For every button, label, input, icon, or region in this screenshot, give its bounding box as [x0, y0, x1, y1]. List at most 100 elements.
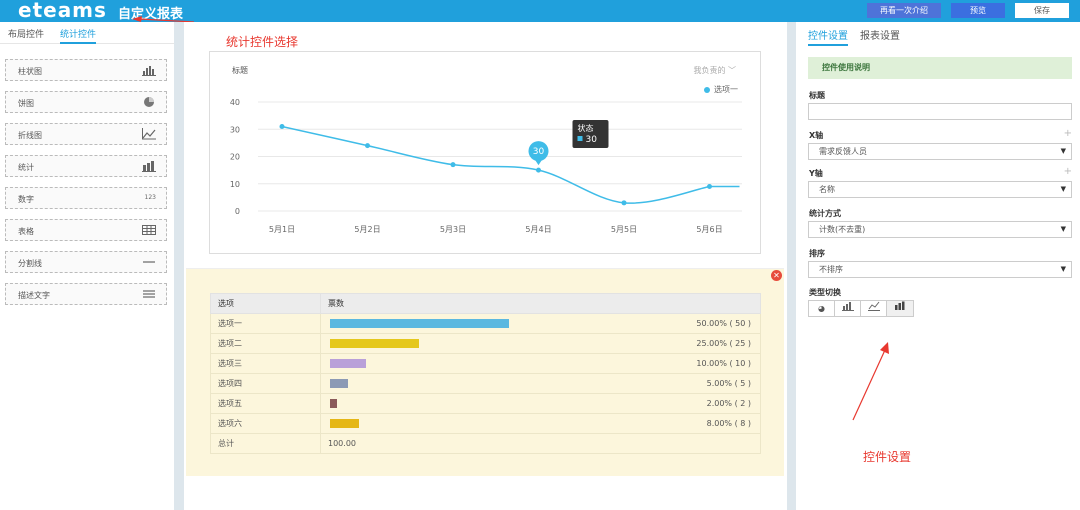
data-point[interactable]: [536, 167, 541, 173]
tab-layout-controls[interactable]: 布局控件: [8, 30, 45, 40]
line-chart-widget[interactable]: 标题 我负责的 ﹀ 选项一 0 10 20 30 40 5月1日 5月2日 5月3日 5月4日 5…: [209, 51, 761, 254]
title-input[interactable]: [808, 103, 1072, 120]
legend-dot-icon: [704, 86, 710, 93]
chart-title: 标题: [232, 66, 248, 75]
sort-select[interactable]: 不排序 ▼: [808, 261, 1072, 278]
chart-filter-dropdown[interactable]: 我负责的 ﹀: [693, 65, 736, 76]
save-button[interactable]: 保存: [1015, 3, 1069, 18]
pie-chart-icon: [142, 96, 156, 108]
usage-notice[interactable]: 控件使用说明: [808, 57, 1072, 79]
value-bubble: 30: [528, 141, 549, 166]
percent-value: 10.00%: [696, 359, 727, 368]
data-point[interactable]: [450, 162, 456, 168]
line-chart-icon[interactable]: [861, 301, 887, 316]
tab-report-settings[interactable]: 报表设置: [860, 31, 900, 42]
y-tick-label: 40: [230, 98, 240, 107]
stat-icon[interactable]: [887, 301, 913, 316]
bar-chart-icon[interactable]: [835, 301, 861, 316]
intro-button[interactable]: 再看一次介绍: [867, 3, 941, 18]
row-bar-cell: 2.00% ( 2 ): [320, 393, 761, 414]
vote-bar: [330, 379, 348, 388]
close-icon[interactable]: ✕: [771, 270, 782, 281]
right-panel: 控件设置 报表设置 控件使用说明 标题 X轴 + 需求反馈人员 ▼ Y轴 + 名称…: [796, 22, 1080, 510]
y-axis-select[interactable]: 名称 ▼: [808, 181, 1072, 198]
component-statistic[interactable]: 统计: [5, 155, 167, 177]
component-line-chart[interactable]: 折线图: [5, 123, 167, 145]
x-tick-label: 5月3日: [440, 225, 466, 234]
sort-label: 排序: [809, 249, 825, 258]
left-panel: 布局控件 统计控件 柱状图 饼图 折线图 统计 数字 123 表格 分割线: [0, 22, 174, 510]
left-gutter: [174, 22, 184, 510]
row-bar-cell: 10.00% ( 10 ): [320, 353, 761, 374]
caret-down-icon: ▼: [1060, 265, 1066, 273]
x-tick-label: 5月2日: [354, 225, 380, 234]
data-point[interactable]: [621, 200, 627, 206]
y-tick-label: 10: [230, 180, 240, 189]
row-percent: 2.00% ( 2 ): [707, 399, 751, 408]
method-select[interactable]: 计数(不去重) ▼: [808, 221, 1072, 238]
total-value: 100.00: [320, 433, 761, 454]
component-label: 折线图: [18, 131, 42, 140]
chart-filter-label: 我负责的: [693, 66, 726, 75]
row-label: 选项三: [210, 353, 321, 374]
text-icon: [142, 288, 156, 300]
component-label: 数字: [18, 195, 34, 204]
row-label: 选项二: [210, 333, 321, 354]
preview-button[interactable]: 预览: [951, 3, 1005, 18]
table-row: 选项六 8.00% ( 8 ): [210, 413, 761, 434]
method-value: 计数(不去重): [819, 225, 866, 234]
component-label: 表格: [18, 227, 34, 236]
top-bar: eteams 自定义报表 再看一次介绍 预览 保存: [0, 0, 1080, 22]
bubble-value: 30: [533, 147, 545, 157]
tab-control-settings[interactable]: 控件设置: [808, 27, 848, 46]
component-label: 柱状图: [18, 67, 42, 76]
pie-chart-icon[interactable]: ◕: [809, 301, 835, 316]
y-tick-label: 20: [230, 153, 240, 162]
component-bar-chart[interactable]: 柱状图: [5, 59, 167, 81]
component-pie-chart[interactable]: 饼图: [5, 91, 167, 113]
y-tick-label: 0: [235, 207, 240, 216]
caret-down-icon: ▼: [1060, 185, 1066, 193]
y-tick-label: 30: [230, 125, 240, 134]
arrow-annotation-left: [132, 16, 194, 23]
table-row: 选项一 50.00% ( 50 ): [210, 313, 761, 334]
count-value: ( 50 ): [729, 319, 751, 328]
data-point[interactable]: [365, 143, 370, 149]
app-title: 自定义报表: [118, 7, 184, 22]
data-point[interactable]: [707, 183, 712, 189]
row-label: 选项一: [210, 313, 321, 334]
logo: eteams: [18, 0, 107, 22]
percent-value: 5.00%: [706, 379, 733, 388]
count-value: ( 8 ): [734, 419, 751, 428]
x-tick-label: 5月6日: [696, 225, 722, 234]
add-x-axis-icon[interactable]: +: [1063, 128, 1072, 139]
row-percent: 25.00% ( 25 ): [696, 339, 751, 348]
data-point[interactable]: [279, 124, 285, 130]
vote-bar: [330, 319, 509, 328]
component-table[interactable]: 表格: [5, 219, 167, 241]
x-tick-label: 5月1日: [269, 225, 295, 234]
bar-chart-icon: [142, 64, 156, 76]
vote-bar: [330, 339, 420, 348]
right-gutter: [787, 22, 796, 510]
percent-value: 8.00%: [706, 419, 733, 428]
stat-table: 选项 票数 选项一 50.00% ( 50 ) 选项二 25.00% ( 25 ) 选项…: [210, 293, 761, 454]
row-label: 选项四: [210, 373, 321, 394]
x-axis-select[interactable]: 需求反馈人员 ▼: [808, 143, 1072, 160]
component-label: 饼图: [18, 99, 34, 108]
count-value: ( 2 ): [734, 399, 751, 408]
x-axis-value: 需求反馈人员: [819, 147, 867, 156]
component-description-text[interactable]: 描述文字: [5, 283, 167, 305]
component-divider[interactable]: 分割线: [5, 251, 167, 273]
component-number[interactable]: 数字 123: [5, 187, 167, 209]
x-axis-label: X轴: [809, 131, 824, 140]
chevron-down-icon: ﹀: [728, 66, 736, 75]
count-value: ( 10 ): [729, 359, 751, 368]
type-switch: ◕: [808, 300, 914, 317]
tooltip-title: 状态: [578, 123, 594, 133]
row-label: 选项六: [210, 413, 321, 434]
tab-stat-controls[interactable]: 统计控件: [60, 27, 97, 44]
chart-tooltip: 状态 30: [572, 120, 609, 148]
add-y-axis-icon[interactable]: +: [1063, 166, 1072, 177]
percent-value: 50.00%: [696, 319, 727, 328]
